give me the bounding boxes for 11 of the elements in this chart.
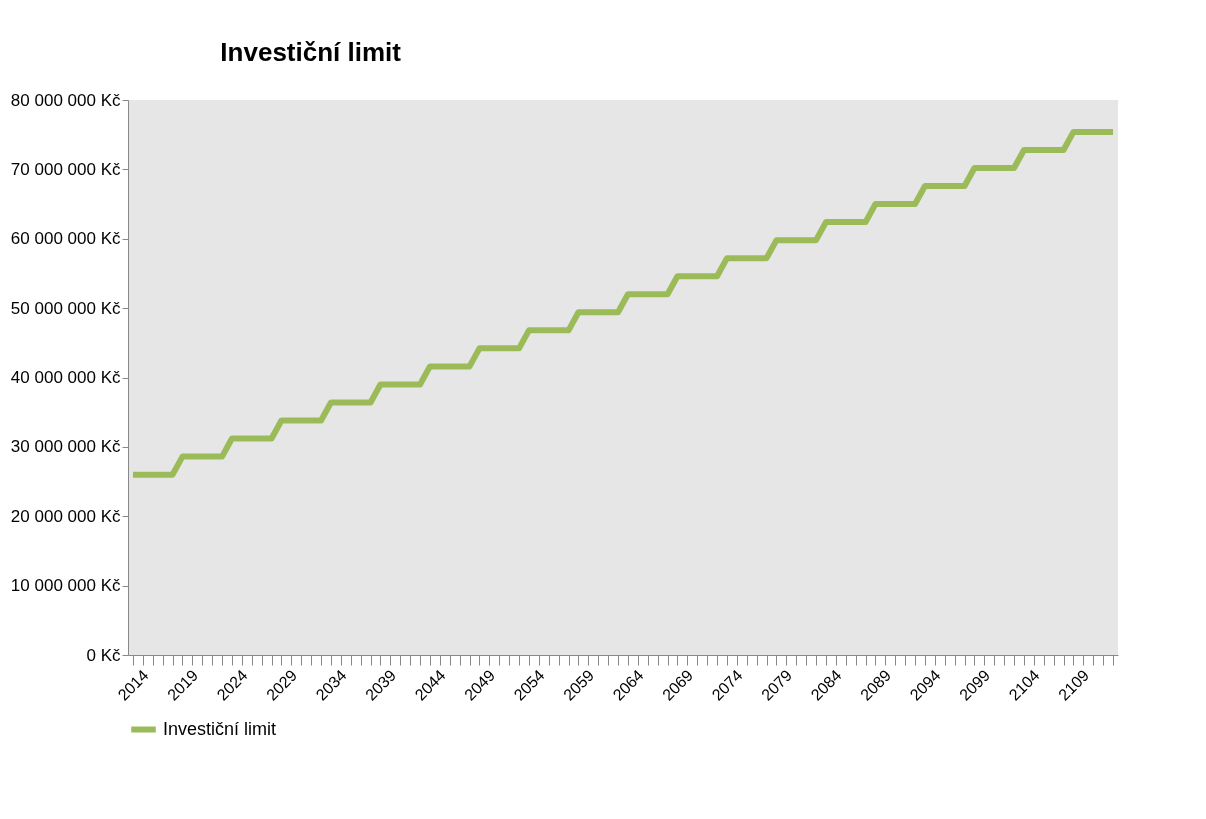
y-tick-label: 20 000 000 Kč	[10, 506, 121, 526]
y-tick-label: 60 000 000 Kč	[10, 229, 121, 249]
y-tick-label: 50 000 000 Kč	[10, 298, 121, 318]
y-tick-label: 40 000 000 Kč	[10, 368, 121, 387]
legend-label: Investiční limit	[163, 718, 277, 739]
y-tick-label: 30 000 000 Kč	[10, 437, 121, 457]
y-tick-label: 80 000 000 Kč	[10, 90, 121, 110]
y-tick-label: 70 000 000 Kč	[10, 159, 121, 179]
y-tick-label: 0 Kč	[86, 645, 121, 665]
chart-title: Investiční limit	[220, 37, 402, 67]
y-tick-label: 10 000 000 Kč	[10, 576, 121, 596]
